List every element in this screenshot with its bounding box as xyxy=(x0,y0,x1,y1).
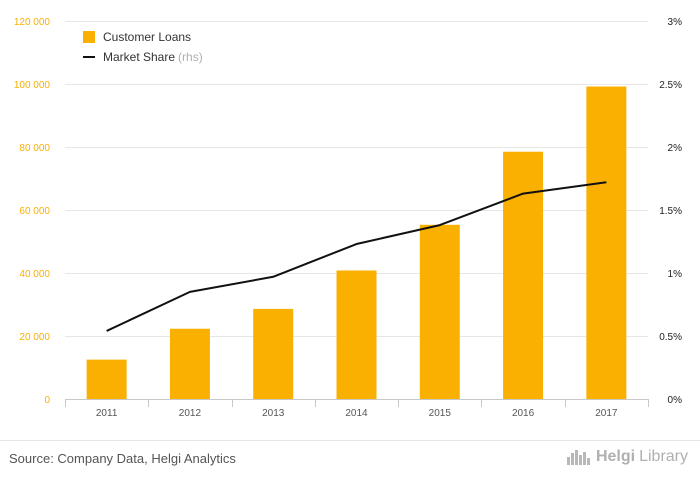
bar xyxy=(419,224,460,399)
bar xyxy=(586,86,627,400)
x-tick-label: 2017 xyxy=(595,408,618,419)
left-tick-label: 20 000 xyxy=(19,332,50,343)
x-axis: 2011 2012 2013 2014 2015 2016 2017 xyxy=(65,399,649,419)
brand-logo: Helgi Library xyxy=(566,448,688,466)
brand-name-part1: Helgi xyxy=(595,448,636,465)
bar xyxy=(169,328,210,399)
left-tick-label: 0 xyxy=(44,395,50,406)
legend: Customer Loans Market Share (rhs) xyxy=(83,27,203,67)
city-skyline-icon xyxy=(566,450,590,465)
legend-label-market-share: Market Share xyxy=(103,50,176,64)
chart: 2011 2012 2013 2014 2015 2016 2017 0 20 000 40 0… xyxy=(14,17,682,419)
legend-label-customer-loans: Customer Loans xyxy=(103,30,192,44)
right-axis: 0% 0.5% 1% 1.5% 2% 2.5% 3% xyxy=(659,17,682,406)
bar xyxy=(86,359,127,399)
legend-item-customer-loans: Customer Loans xyxy=(83,27,203,47)
left-tick-label: 80 000 xyxy=(19,143,50,154)
right-tick-label: 1.5% xyxy=(659,206,682,217)
legend-rhs-note: (rhs) xyxy=(178,50,203,64)
left-axis: 0 20 000 40 000 60 000 80 000 100 000 120 000 xyxy=(14,17,51,406)
x-tick-label: 2016 xyxy=(512,408,535,419)
bar xyxy=(253,308,294,399)
x-tick-label: 2012 xyxy=(179,408,202,419)
left-tick-label: 60 000 xyxy=(19,206,50,217)
footer-divider xyxy=(0,440,700,441)
x-tick-label: 2014 xyxy=(345,408,368,419)
bar xyxy=(503,151,544,399)
right-tick-label: 0.5% xyxy=(659,332,682,343)
left-tick-label: 100 000 xyxy=(14,80,51,91)
legend-swatch-line xyxy=(83,56,95,58)
right-tick-label: 0% xyxy=(668,395,683,406)
right-tick-label: 2.5% xyxy=(659,80,682,91)
brand-name-part2: Library xyxy=(639,448,688,465)
bar-series xyxy=(86,86,627,400)
source-text: Source: Company Data, Helgi Analytics xyxy=(9,451,236,466)
right-tick-label: 2% xyxy=(668,143,683,154)
legend-item-market-share: Market Share (rhs) xyxy=(83,47,203,67)
right-tick-label: 1% xyxy=(668,269,683,280)
bar xyxy=(336,270,377,399)
x-tick-label: 2013 xyxy=(262,408,285,419)
left-tick-label: 40 000 xyxy=(19,269,50,280)
x-tick-label: 2011 xyxy=(96,408,118,419)
legend-swatch-bar xyxy=(83,31,95,43)
x-tick-label: 2015 xyxy=(429,408,452,419)
left-tick-label: 120 000 xyxy=(14,17,51,28)
right-tick-label: 3% xyxy=(668,17,683,28)
line-series xyxy=(106,181,607,332)
